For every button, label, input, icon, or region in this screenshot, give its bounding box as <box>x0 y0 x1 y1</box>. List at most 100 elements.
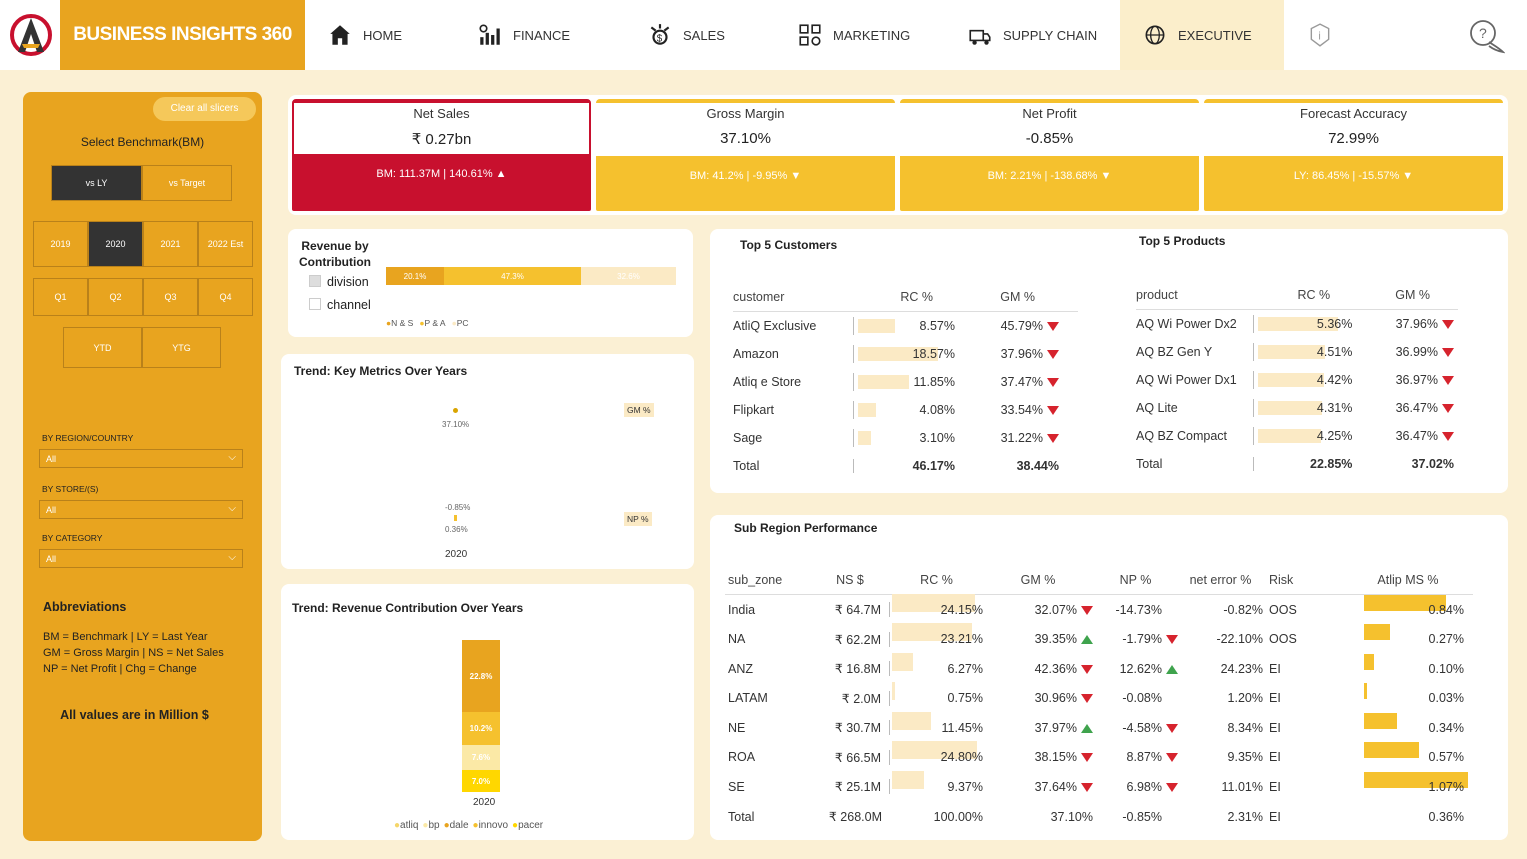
gm-value: 45.79% <box>1000 319 1043 333</box>
rc-bar <box>892 711 931 730</box>
kpi-title: Net Profit <box>1022 106 1077 121</box>
cell-ns: ₹ 62.2M <box>810 631 890 647</box>
cell-gm: 32.07% <box>983 603 1093 617</box>
down-arrow-icon <box>1047 322 1059 332</box>
category-filter-label: BY CATEGORY <box>42 533 103 543</box>
year-2019-button[interactable]: 2019 <box>33 221 88 267</box>
kpi-benchmark: BM: 41.2% | -9.95% ▼ <box>596 156 895 211</box>
info-icon[interactable]: i <box>1307 22 1333 53</box>
nav-marketing[interactable]: MARKETING <box>775 0 945 70</box>
cell-rc: 24.80% <box>890 741 983 764</box>
bm-vs-target-button[interactable]: vs Target <box>142 165 232 201</box>
channel-radio[interactable] <box>309 298 321 310</box>
quarter-q1-button[interactable]: Q1 <box>33 278 88 316</box>
gm-value: 36.97% <box>1395 373 1438 387</box>
gm-cell: 36.47% <box>1360 429 1458 443</box>
ytd-button[interactable]: YTD <box>63 327 142 368</box>
table-row: ANZ ₹ 16.8M 6.27% 42.36% 12.62% 24.23% EI 0.10% <box>725 652 1473 684</box>
marketing-icon <box>799 24 821 46</box>
category-dropdown[interactable]: All ⌵ <box>39 549 243 568</box>
cell-rc: 9.37% <box>890 770 983 794</box>
year-2020-button[interactable]: 2020 <box>88 221 143 267</box>
cell-value: -22.10% <box>1216 632 1263 647</box>
down-arrow-icon <box>1442 376 1454 386</box>
ms-bar <box>1364 771 1468 788</box>
cell-risk: EI <box>1263 691 1348 705</box>
cell-ns: ₹ 25.1M <box>810 779 890 795</box>
row-label: AQ Wi Power Dx2 <box>1136 317 1237 331</box>
ms-value: 1.07% <box>1428 779 1464 794</box>
cell-value: ₹ 2.0M <box>841 691 881 706</box>
nav-sales[interactable]: $ SALES <box>625 0 775 70</box>
down-arrow-icon <box>1081 782 1093 792</box>
cell-risk: EI <box>1263 662 1348 676</box>
legend-item: ●PC <box>451 318 469 328</box>
cell-atlipms: 0.27% <box>1348 624 1468 646</box>
cell-value: 6.98% <box>1126 779 1162 794</box>
cell-subzone: India <box>725 603 810 617</box>
values-note: All values are in Million $ <box>60 708 209 722</box>
gm-value: 31.22% <box>1000 431 1043 445</box>
year-2021-button[interactable]: 2021 <box>143 221 198 267</box>
legend-item: ●dale <box>443 820 469 831</box>
nav-label: SUPPLY CHAIN <box>1003 27 1098 43</box>
rc-bar <box>858 319 895 333</box>
cell-value: EI <box>1269 779 1281 794</box>
abbr-line: GM = Gross Margin | NS = Net Sales <box>43 647 224 659</box>
gm-cell: 36.97% <box>1360 373 1458 387</box>
down-arrow-icon <box>1166 723 1178 733</box>
title-line: Contribution <box>299 255 371 269</box>
gm-value-label: 37.10% <box>442 420 470 429</box>
segment-atliq: 22.8% <box>462 640 500 712</box>
division-label: division <box>327 275 369 289</box>
kpi-benchmark: BM: 2.21% | -138.68% ▼ <box>900 156 1199 211</box>
kpi-gross-margin: Gross Margin 37.10% BM: 41.2% | -9.95% ▼ <box>596 99 895 211</box>
total-cell: Total <box>728 809 755 824</box>
kpi-value: 37.10% <box>720 130 771 147</box>
legend-item: ●N & S <box>386 318 414 328</box>
store-dropdown[interactable]: All ⌵ <box>39 500 243 519</box>
dropdown-value: All <box>46 454 57 464</box>
table-row: AQ Wi Power Dx2 5.36% 37.96% <box>1136 310 1458 338</box>
gm-point <box>453 408 458 413</box>
quarter-q4-button[interactable]: Q4 <box>198 278 253 316</box>
rc-bar <box>858 347 938 361</box>
ms-bar <box>1364 594 1446 611</box>
bm-vs-ly-button[interactable]: vs LY <box>51 165 142 201</box>
cell-value: -14.73% <box>1115 602 1162 617</box>
region-dropdown[interactable]: All ⌵ <box>39 449 243 468</box>
dropdown-value: All <box>46 505 57 515</box>
total-cell: -0.85% <box>1122 809 1162 824</box>
nav-executive[interactable]: EXECUTIVE <box>1120 0 1284 70</box>
header-cell: GM % <box>1000 289 1035 304</box>
app-logo <box>0 0 60 70</box>
segment-ns: 20.1% <box>386 267 444 285</box>
cell-subzone: ANZ <box>725 662 810 676</box>
total-rc: 46.17% <box>853 459 963 473</box>
rc-value: 4.25% <box>1316 429 1353 443</box>
table-row: NA ₹ 62.2M 23.21% 39.35% -1.79% -22.10% OOS 0.2… <box>725 623 1473 655</box>
year-2022-button[interactable]: 2022 Est <box>198 221 253 267</box>
nav-supply-chain[interactable]: SUPPLY CHAIN <box>945 0 1120 70</box>
quarter-q3-button[interactable]: Q3 <box>143 278 198 316</box>
gm-value: 37.47% <box>1000 375 1043 389</box>
quarter-q2-button[interactable]: Q2 <box>88 278 143 316</box>
store-filter-label: BY STORE/(S) <box>42 484 99 494</box>
nav-finance[interactable]: FINANCE <box>455 0 625 70</box>
rc-value: 4.08% <box>919 403 955 417</box>
region-filter-label: BY REGION/COUNTRY <box>42 433 134 443</box>
table-row: ROA ₹ 66.5M 24.80% 38.15% 8.87% 9.35% EI 0.57% <box>725 741 1473 773</box>
help-chat-icon[interactable]: ? <box>1467 18 1506 59</box>
legend-item: ●P & A <box>419 318 446 328</box>
cell-value: ₹ 25.1M <box>834 780 881 795</box>
ytg-button[interactable]: YTG <box>142 327 221 368</box>
division-radio[interactable] <box>309 275 321 287</box>
cell-risk: EI <box>1263 721 1348 735</box>
clear-slicers-button[interactable]: Clear all slicers <box>153 97 256 121</box>
nav-home[interactable]: HOME <box>305 0 455 70</box>
cell-value: India <box>728 602 756 617</box>
down-arrow-icon <box>1166 753 1178 763</box>
total-label: Total <box>733 459 760 473</box>
cell-neterror: 8.34% <box>1178 721 1263 735</box>
cell-value: ROA <box>728 750 756 765</box>
